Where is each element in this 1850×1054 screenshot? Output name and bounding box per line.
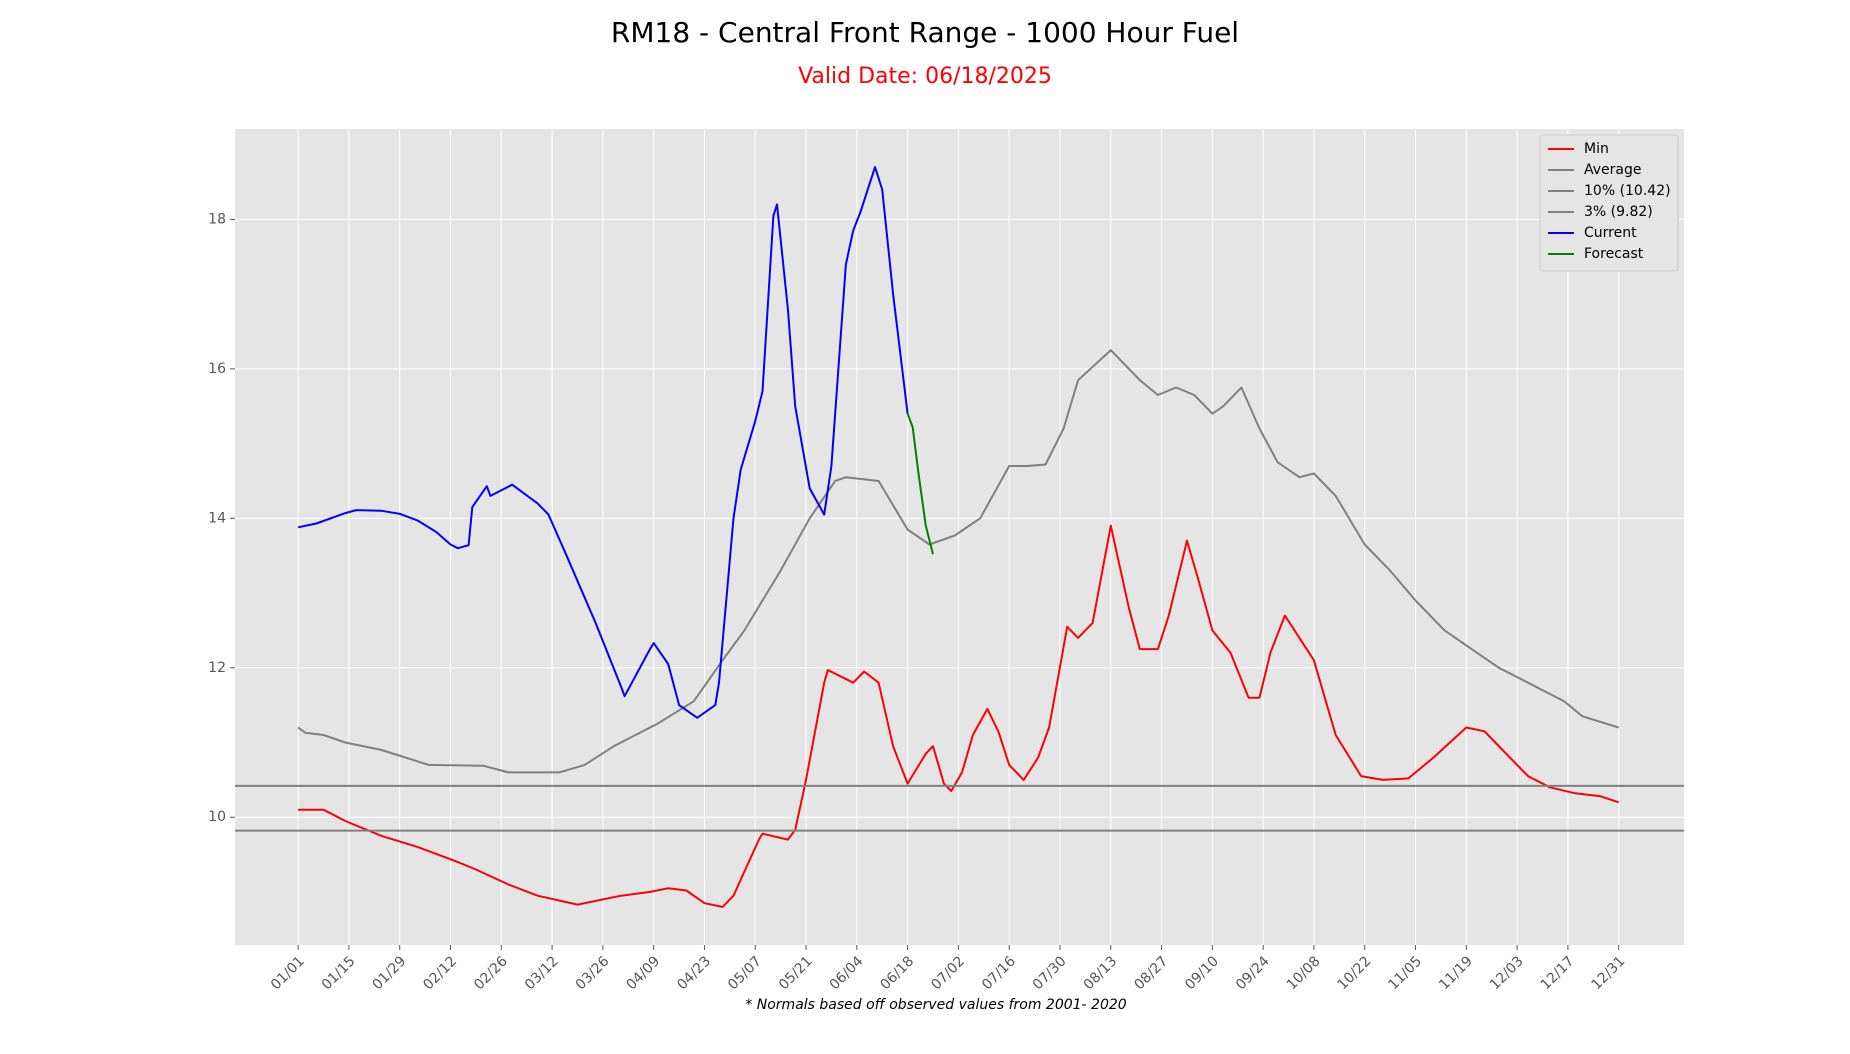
x-tick-label: 04/09 (623, 953, 663, 993)
legend-label: 10% (10.42) (1584, 183, 1671, 199)
x-tick-label: 07/02 (928, 953, 968, 993)
y-tick-label: 12 (208, 660, 226, 676)
x-tick-label: 11/05 (1385, 953, 1425, 993)
x-tick-label: 07/16 (979, 953, 1019, 993)
x-tick-label: 03/12 (522, 953, 562, 993)
x-tick-label: 04/23 (674, 953, 714, 993)
x-tick-label: 12/17 (1538, 953, 1578, 993)
series-line (298, 524, 1620, 908)
chart-subtitle: Valid Date: 06/18/2025 (798, 64, 1052, 89)
x-tick-label: 11/19 (1436, 953, 1476, 993)
series-line (297, 349, 1619, 774)
series-line (297, 166, 909, 719)
y-tick-label: 16 (208, 361, 226, 377)
x-tick-label: 06/18 (877, 953, 917, 993)
legend-label: Current (1584, 225, 1637, 241)
series-line (906, 413, 934, 555)
x-tick-label: 02/12 (420, 953, 460, 993)
x-tick-label: 09/10 (1182, 953, 1222, 993)
x-tick-label: 09/24 (1233, 953, 1273, 993)
x-tick-label: 05/21 (776, 953, 816, 993)
plot-area (235, 129, 1684, 945)
x-tick-label: 06/04 (827, 953, 867, 993)
x-tick-label: 12/03 (1487, 953, 1527, 993)
x-tick-label: 08/27 (1131, 953, 1171, 993)
chart-title: RM18 - Central Front Range - 1000 Hour F… (611, 16, 1239, 49)
x-tick-label: 12/31 (1589, 953, 1629, 993)
legend-label: Min (1584, 141, 1609, 157)
x-tick-label: 08/13 (1081, 953, 1121, 993)
x-tick-label: 03/26 (573, 953, 613, 993)
x-tick-label: 05/07 (725, 953, 765, 993)
legend-label: 3% (9.82) (1584, 204, 1653, 220)
x-tick-label: 07/30 (1030, 953, 1070, 993)
x-tick-label: 02/26 (471, 953, 511, 993)
x-tick-label: 10/22 (1335, 953, 1375, 993)
legend: Min Average 10% (10.42) 3% (9.82) Current For… (1539, 134, 1679, 272)
y-tick-label: 10 (208, 809, 226, 825)
footnote: * Normals based off observed values from… (745, 997, 1126, 1013)
legend-label: Forecast (1584, 246, 1644, 262)
x-tick-label: 01/29 (370, 953, 410, 993)
y-tick-label: 18 (208, 211, 226, 227)
x-tick-label: 10/08 (1284, 953, 1324, 993)
x-tick-label: 01/15 (319, 953, 359, 993)
x-tick-label: 01/01 (268, 953, 308, 993)
marks (235, 166, 1684, 908)
y-tick-label: 14 (208, 510, 226, 526)
legend-label: Average (1584, 162, 1642, 178)
legend-box (1539, 134, 1679, 272)
